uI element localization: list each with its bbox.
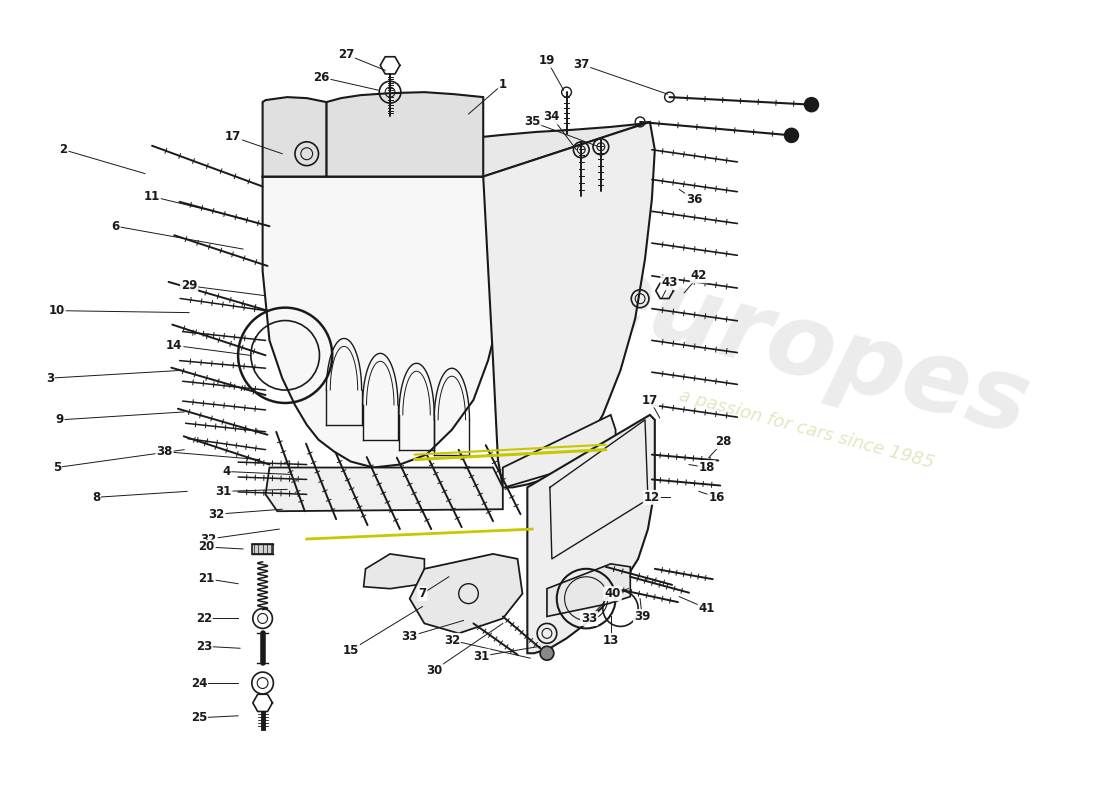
Polygon shape <box>503 415 616 487</box>
Circle shape <box>804 98 818 112</box>
Text: 25: 25 <box>190 711 207 724</box>
Text: 17: 17 <box>641 394 658 406</box>
Text: 27: 27 <box>338 48 354 61</box>
Polygon shape <box>364 554 425 589</box>
Text: 6: 6 <box>111 220 120 233</box>
Text: 8: 8 <box>91 491 100 504</box>
Text: 32: 32 <box>443 634 460 647</box>
Text: 9: 9 <box>55 414 64 426</box>
Text: 28: 28 <box>715 435 732 448</box>
Text: 16: 16 <box>708 491 725 504</box>
Polygon shape <box>409 554 522 634</box>
Text: 12: 12 <box>644 491 660 504</box>
Text: 24: 24 <box>190 677 207 690</box>
Text: 30: 30 <box>426 664 442 677</box>
Text: 4: 4 <box>222 465 231 478</box>
Text: 19: 19 <box>539 54 556 67</box>
Polygon shape <box>547 564 630 617</box>
Text: 3: 3 <box>46 372 54 385</box>
Text: 10: 10 <box>48 304 65 317</box>
Text: 21: 21 <box>199 572 214 586</box>
Text: 41: 41 <box>698 602 715 615</box>
Text: 31: 31 <box>473 650 490 662</box>
Text: 32: 32 <box>200 533 217 546</box>
Polygon shape <box>527 415 654 654</box>
Text: 32: 32 <box>208 508 224 521</box>
Text: europes: europes <box>574 245 1040 456</box>
Text: 35: 35 <box>524 115 540 129</box>
Text: 5: 5 <box>53 461 60 474</box>
Circle shape <box>784 129 799 142</box>
Text: 11: 11 <box>144 190 159 203</box>
Polygon shape <box>265 467 503 511</box>
Text: 42: 42 <box>691 270 707 282</box>
Text: 34: 34 <box>543 110 560 123</box>
Text: 43: 43 <box>661 276 678 290</box>
Text: 23: 23 <box>196 640 212 653</box>
Text: 13: 13 <box>603 634 619 647</box>
Circle shape <box>540 646 553 660</box>
Text: 38: 38 <box>156 445 173 458</box>
Text: 20: 20 <box>199 541 214 554</box>
Polygon shape <box>263 97 327 177</box>
Text: 17: 17 <box>226 130 241 143</box>
Polygon shape <box>252 544 274 554</box>
Text: 15: 15 <box>343 644 359 657</box>
Text: 2: 2 <box>59 143 67 156</box>
Text: 26: 26 <box>314 70 330 84</box>
Text: 36: 36 <box>685 193 702 206</box>
Polygon shape <box>483 122 654 487</box>
Text: 40: 40 <box>605 587 620 600</box>
Text: 29: 29 <box>180 279 197 292</box>
Text: 39: 39 <box>634 610 650 623</box>
Text: 33: 33 <box>402 630 418 643</box>
Polygon shape <box>327 92 483 177</box>
Text: 18: 18 <box>698 461 715 474</box>
Text: a passion for cars since 1985: a passion for cars since 1985 <box>678 387 936 473</box>
Text: 37: 37 <box>573 58 590 71</box>
Text: 33: 33 <box>581 612 597 625</box>
Polygon shape <box>263 122 650 177</box>
Text: 31: 31 <box>216 485 231 498</box>
Text: 1: 1 <box>498 78 507 90</box>
Text: 7: 7 <box>418 587 427 600</box>
Text: 14: 14 <box>166 339 183 352</box>
Polygon shape <box>263 177 503 467</box>
Text: 22: 22 <box>196 612 212 625</box>
